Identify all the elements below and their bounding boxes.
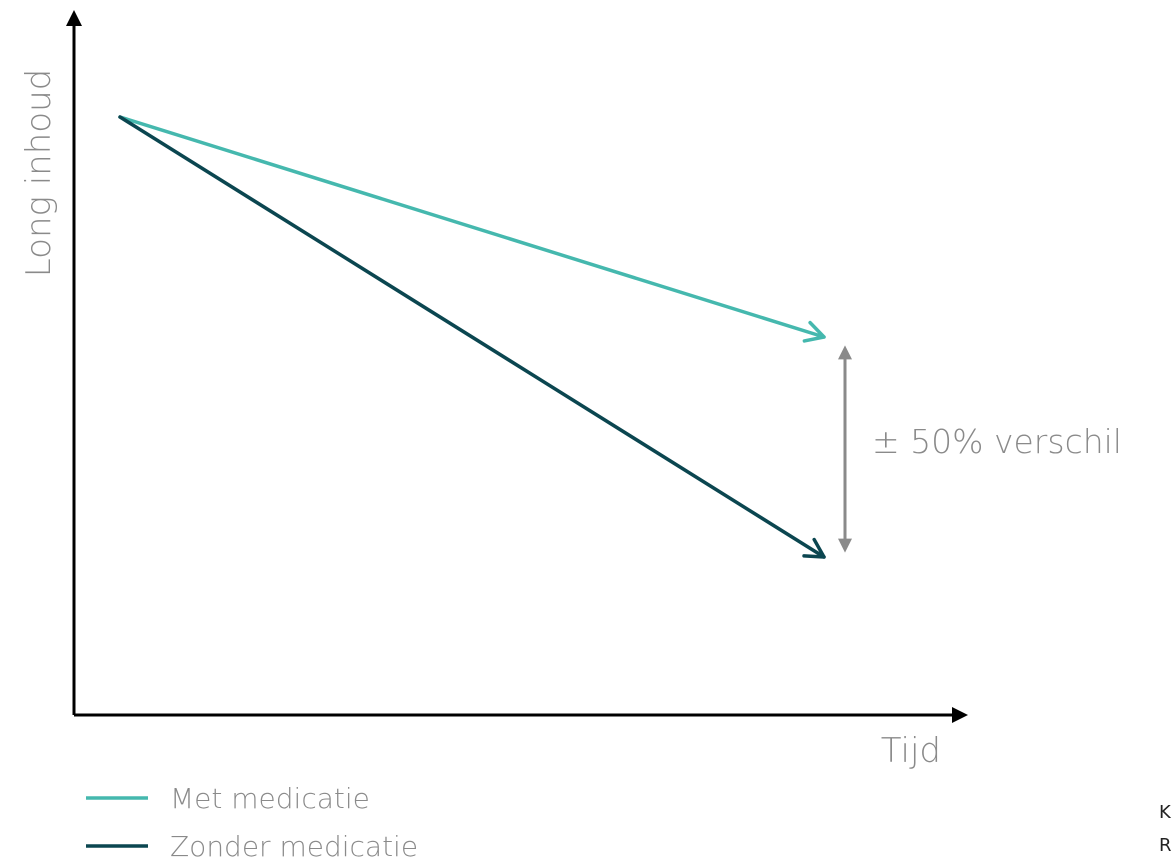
series-group bbox=[118, 115, 826, 559]
legend-label-met-medicatie: Met medicatie bbox=[170, 782, 370, 815]
difference-annotation: ± 50% verschil bbox=[872, 422, 1122, 461]
series-line-met-medicatie bbox=[118, 115, 826, 339]
legend-label-zonder-medicatie: Zonder medicatie bbox=[170, 830, 418, 862]
x-axis-arrow-icon bbox=[952, 707, 968, 723]
y-axis-label: Long inhoud bbox=[19, 69, 59, 277]
y-axis-arrow-icon bbox=[66, 10, 82, 26]
corner-letter-r: R bbox=[1159, 835, 1172, 856]
x-axis-label: Tijd bbox=[881, 731, 941, 771]
legend: Met medicatie Zonder medicatie bbox=[86, 782, 418, 862]
corner-letter-k: K bbox=[1159, 802, 1172, 823]
series-arrowhead-met-medicatie bbox=[802, 320, 826, 343]
series-arrowhead-zonder-medicatie bbox=[802, 537, 826, 559]
series-line-zonder-medicatie bbox=[118, 115, 826, 559]
